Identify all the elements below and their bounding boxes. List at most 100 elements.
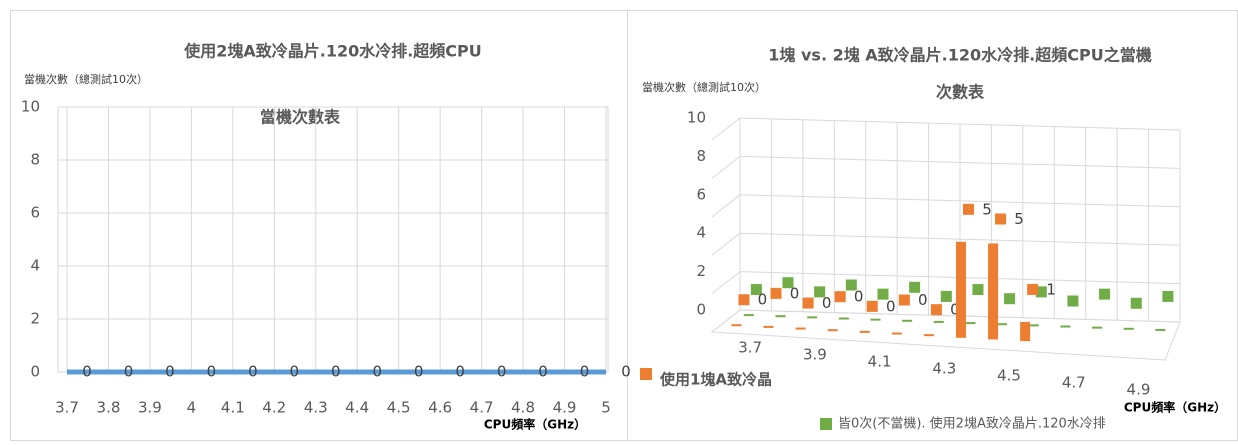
bar — [1123, 327, 1134, 330]
legend-label: 使用1塊A致冷晶 — [659, 371, 772, 389]
bar — [1028, 324, 1039, 327]
x-tick-label: 3.9 — [803, 346, 827, 364]
bar — [870, 318, 881, 321]
data-label: 0 — [372, 363, 382, 381]
x-tick-label: 3.7 — [55, 399, 79, 417]
x-tick-label: 4.9 — [553, 399, 577, 417]
data-label: 0 — [497, 363, 507, 381]
label-key — [972, 284, 984, 296]
y-tick-label: 6 — [696, 185, 706, 203]
right-chart: 0 2 4 6 8 10 3.7 3.9 4.1 4.3 4.5 4.7 4.9 0 0 0 0 0 0 0 5 5 1 使用… — [640, 109, 1181, 432]
bar — [838, 317, 849, 320]
label-key — [1162, 290, 1174, 302]
label-key — [770, 287, 782, 299]
legend-label: 皆0次(不當機). 使用2塊A致冷晶片.120水冷排 — [838, 416, 1106, 432]
y-axis-label: 當機次數（總測試10次） — [24, 72, 148, 86]
label-key — [845, 279, 857, 291]
label-key — [738, 294, 750, 306]
y-tick-label: 4 — [696, 224, 706, 242]
bar — [731, 324, 742, 327]
label-key — [1027, 283, 1039, 295]
grid-line — [711, 232, 741, 256]
bar — [827, 329, 838, 332]
x-tick-label: 4.7 — [470, 399, 494, 417]
x-tick-label: 4.7 — [1062, 374, 1086, 392]
data-label: 0 — [822, 294, 832, 312]
grid-line — [711, 271, 741, 294]
data-label: 0 — [414, 363, 424, 381]
grid-line — [711, 156, 741, 179]
x-tick-label: 4.1 — [868, 353, 892, 371]
legend-swatch — [820, 418, 832, 430]
y-tick-label: 2 — [696, 262, 706, 280]
label-key — [750, 284, 762, 296]
bar — [1060, 325, 1071, 328]
x-tick-label: 4.2 — [262, 399, 286, 417]
label-key — [814, 286, 826, 298]
chart-title: 使用2塊A致冷晶片.120水冷排.超頻CPU — [183, 42, 482, 61]
data-label: 0 — [331, 363, 341, 381]
bar — [997, 323, 1008, 326]
y-tick-label: 8 — [30, 151, 40, 169]
x-tick-label: 3.7 — [738, 339, 762, 357]
data-label: 0 — [248, 363, 258, 381]
data-label: 0 — [758, 291, 768, 309]
bar — [933, 320, 944, 323]
bar — [743, 314, 754, 317]
floor — [710, 309, 1181, 361]
data-label: 0 — [455, 363, 465, 381]
x-tick-label: 4.5 — [387, 399, 411, 417]
label-key — [909, 281, 921, 293]
y-tick-label: 0 — [696, 301, 706, 319]
label-key — [877, 288, 889, 300]
x-axis-label: CPU頻率（GHz） — [484, 417, 586, 432]
label-key — [1035, 286, 1047, 298]
x-tick-label: 4.3 — [304, 399, 328, 417]
bar — [859, 330, 870, 333]
data-label: 5 — [1014, 210, 1024, 228]
x-tick-label: 3.8 — [97, 399, 121, 417]
label-key — [995, 213, 1007, 225]
y-tick-label: 4 — [30, 257, 40, 275]
y-axis-label: 當機次數（總測試10次） — [642, 80, 766, 94]
x-tick-label: 4.5 — [997, 367, 1021, 385]
bar — [763, 325, 774, 328]
y-tick-label: 10 — [21, 98, 40, 116]
data-label: 5 — [982, 200, 992, 218]
x-tick-label: 5 — [601, 399, 611, 417]
x-axis-label: CPU頻率（GHz） — [1124, 400, 1226, 415]
data-label: 0 — [207, 363, 217, 381]
bar — [775, 315, 786, 318]
data-label: 1 — [1046, 280, 1056, 298]
x-tick-label: 4.3 — [932, 360, 956, 378]
data-label: 0 — [538, 363, 548, 381]
y-tick-label: 0 — [30, 363, 40, 381]
y-tick-label: 2 — [30, 310, 40, 328]
bar — [923, 334, 934, 337]
label-key — [802, 297, 814, 309]
data-label: 0 — [165, 363, 175, 381]
legend-swatch — [640, 368, 652, 380]
bar — [955, 241, 966, 338]
label-key — [782, 277, 794, 289]
chart-title: 次數表 — [936, 83, 985, 102]
bar — [988, 243, 999, 340]
bar — [795, 327, 806, 330]
y-tick-label: 6 — [30, 204, 40, 222]
bar — [1020, 321, 1031, 342]
x-tick-label: 4 — [187, 399, 197, 417]
label-key — [940, 290, 952, 302]
plot-frame — [57, 106, 609, 373]
data-label: 0 — [918, 291, 928, 309]
data-label: 0 — [854, 288, 864, 306]
chart-title: 當機次數表 — [260, 108, 341, 127]
data-label: 0 — [124, 363, 134, 381]
data-label: 0 — [950, 301, 960, 319]
label-key — [834, 291, 846, 303]
label-key — [1130, 297, 1142, 309]
x-tick-label: 4.4 — [345, 399, 369, 417]
left-chart: 0 2 4 6 8 10 3.7 3.8 3.9 4 4.1 4.2 4.3 4.4 4.5 4.6 4.7 4.… — [21, 98, 631, 417]
label-key — [930, 304, 942, 316]
label-key — [962, 203, 974, 215]
x-tick-label: 4.9 — [1127, 381, 1151, 399]
